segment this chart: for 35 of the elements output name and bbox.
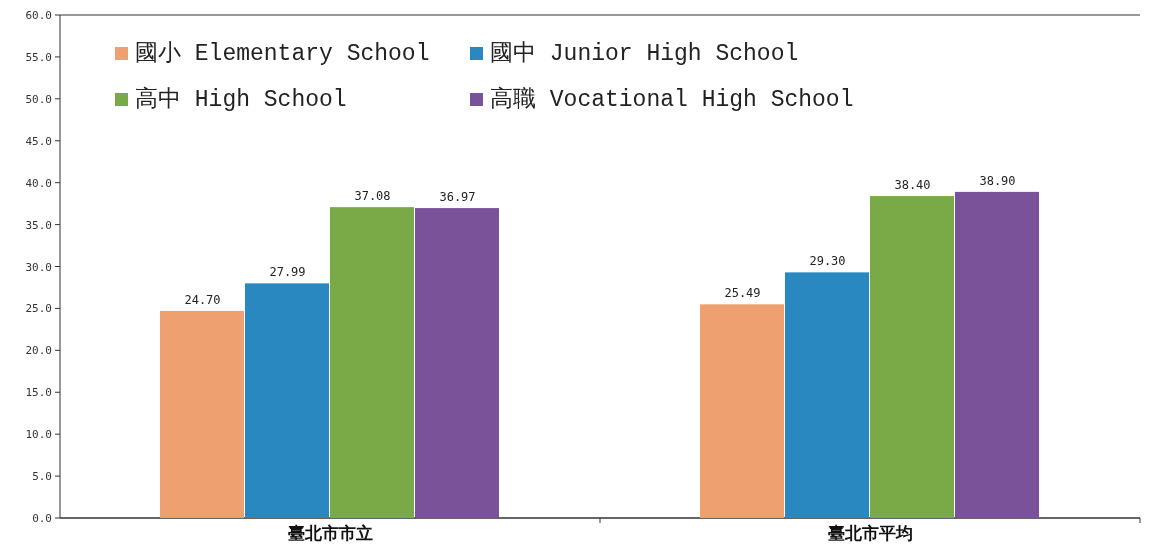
y-tick-label: 5.0 (32, 470, 52, 484)
y-tick-label: 30.0 (25, 260, 52, 274)
x-tick-label: 臺北市市立 (287, 523, 373, 543)
y-tick-label: 35.0 (25, 218, 52, 232)
bar (955, 191, 1039, 518)
bar (245, 283, 329, 518)
data-label: 38.90 (979, 173, 1016, 188)
legend-label: 國小 Elementary School (135, 41, 430, 67)
data-label: 25.49 (724, 286, 761, 301)
legend-label: 高職 Vocational High School (490, 86, 854, 113)
y-tick-label: 55.0 (25, 50, 52, 64)
y-tick-label: 10.0 (25, 428, 52, 442)
data-label: 29.30 (809, 254, 846, 269)
data-label: 36.97 (439, 190, 476, 205)
bar (330, 207, 414, 518)
legend-label: 高中 High School (135, 86, 347, 113)
y-tick-label: 25.0 (25, 302, 52, 316)
bar (700, 304, 784, 518)
legend-label: 國中 Junior High School (490, 41, 799, 67)
bar (870, 196, 954, 518)
data-label: 37.08 (354, 189, 391, 204)
data-label: 24.70 (184, 292, 221, 307)
data-label: 27.99 (269, 265, 306, 280)
data-label: 38.40 (894, 178, 931, 193)
y-tick-label: 60.0 (25, 9, 52, 22)
x-tick-label: 臺北市平均 (827, 523, 913, 543)
y-tick-label: 40.0 (25, 176, 52, 190)
bar (415, 208, 499, 518)
bar (785, 272, 869, 518)
y-tick-label: 0.0 (32, 512, 52, 525)
y-tick-label: 50.0 (25, 92, 52, 106)
y-tick-label: 15.0 (25, 386, 52, 400)
y-tick-label: 20.0 (25, 344, 52, 358)
y-tick-label: 45.0 (25, 134, 52, 148)
bar (160, 310, 244, 518)
